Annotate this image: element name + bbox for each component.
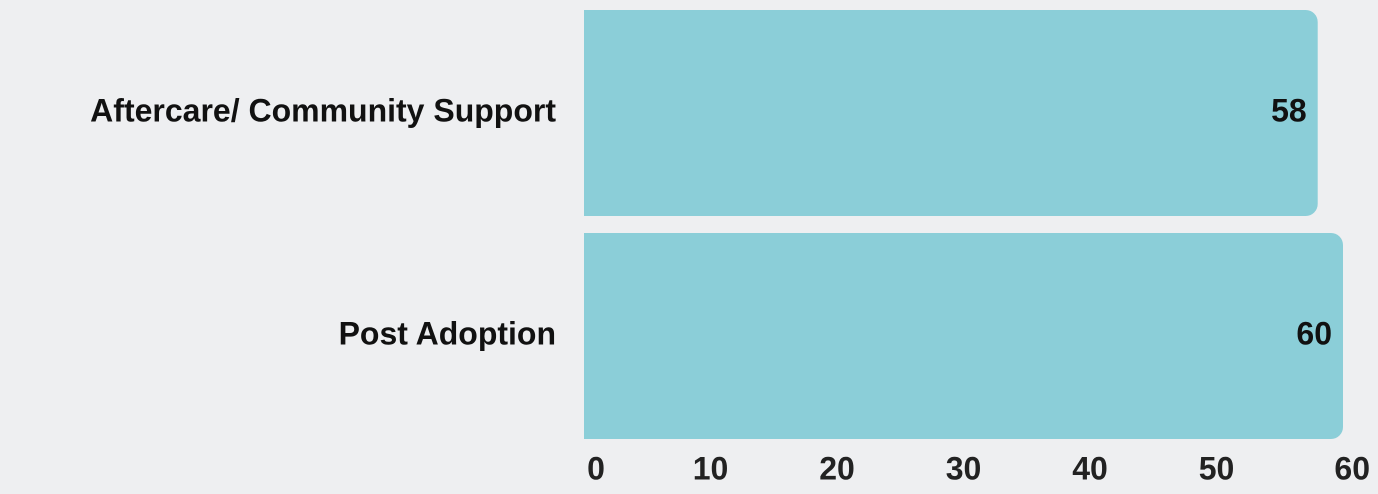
- x-tick-label-30: 30: [946, 450, 982, 486]
- category-label-post-adoption: Post Adoption: [339, 315, 556, 351]
- value-label-post-adoption: 60: [1296, 315, 1332, 351]
- x-tick-label-50: 50: [1199, 450, 1235, 486]
- category-label-aftercare-community-support: Aftercare/ Community Support: [90, 92, 556, 128]
- bar-post-adoption: [584, 233, 1343, 439]
- value-labels-layer: 58 60: [1271, 92, 1332, 351]
- x-tick-label-10: 10: [693, 450, 729, 486]
- x-tick-label-0: 0: [587, 450, 605, 486]
- x-tick-label-40: 40: [1072, 450, 1108, 486]
- bars-layer: [584, 10, 1343, 439]
- category-labels-layer: Aftercare/ Community Support Post Adoptio…: [90, 92, 556, 351]
- x-tick-label-60: 60: [1334, 450, 1370, 486]
- x-axis: 0 10 20 30 40 50 60: [587, 450, 1370, 486]
- bar-aftercare-community-support: [584, 10, 1318, 216]
- value-label-aftercare-community-support: 58: [1271, 92, 1307, 128]
- x-tick-label-20: 20: [819, 450, 855, 486]
